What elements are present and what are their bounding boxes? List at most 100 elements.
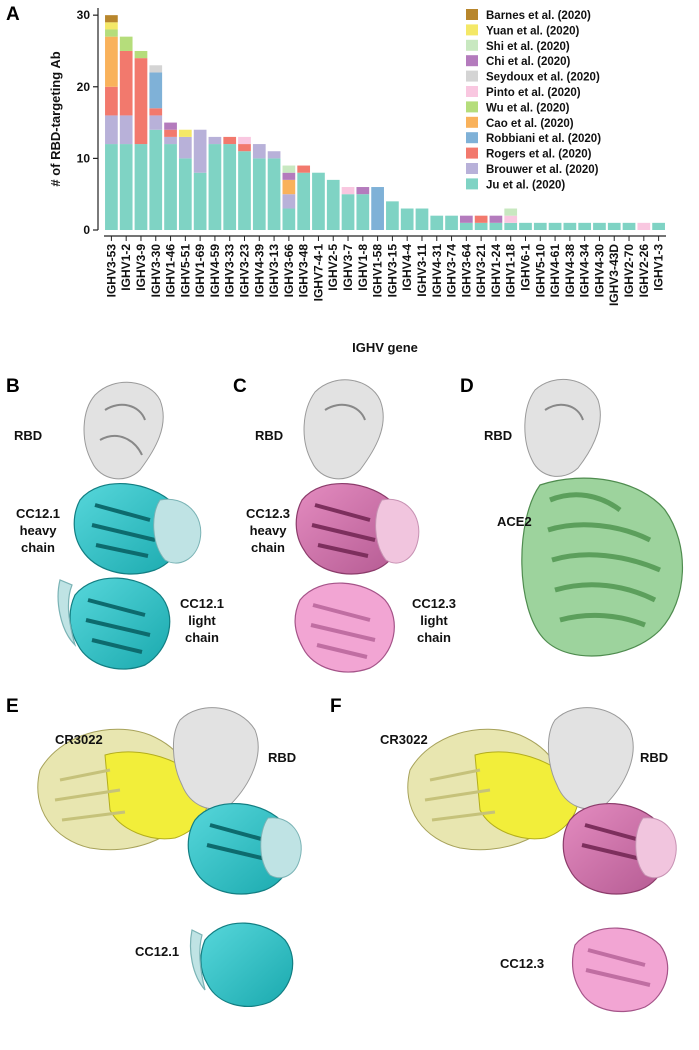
- bar-segment: [637, 222, 651, 230]
- bar-segment: [504, 215, 518, 223]
- cc121-light-chain-upper-ribbon: [260, 817, 302, 879]
- bar-segment: [134, 50, 148, 59]
- label-c-rbd: RBD: [255, 428, 283, 443]
- x-tick-label: IGHV3-53: [104, 244, 118, 298]
- bar-segment: [341, 187, 355, 195]
- label-e-cc121: CC12.1: [135, 944, 179, 959]
- label-e-cr3022: CR3022: [55, 732, 103, 747]
- bar-segment: [504, 222, 518, 230]
- bar-segment: [149, 108, 163, 116]
- bar-segment: [371, 187, 384, 230]
- legend-entry: Ju et al. (2020): [486, 179, 565, 191]
- label-b-heavy-2: heavy: [20, 523, 58, 538]
- y-tick-label: 0: [83, 223, 90, 237]
- structure-cc121-rbd: [57, 381, 202, 670]
- x-tick-label: IGHV4-4: [400, 244, 414, 291]
- legend-entry: Yuan et al. (2020): [486, 25, 579, 37]
- panel-letter-e: E: [6, 696, 19, 717]
- bar-segment: [164, 136, 177, 145]
- label-f-cr3022: CR3022: [380, 732, 428, 747]
- cc123-light-chain-upper-ribbon: [375, 498, 420, 564]
- x-tick-label: IGHV2-70: [622, 244, 636, 298]
- legend-swatch: [466, 132, 478, 144]
- x-tick-label: IGHV3-30: [149, 244, 163, 298]
- bar-segment: [193, 172, 207, 230]
- cc121-light-chain-upper-ribbon: [153, 498, 202, 564]
- bar-segment: [149, 129, 163, 230]
- x-tick-label: IGHV1-18: [504, 244, 518, 298]
- legend-entry: Seydoux et al. (2020): [486, 72, 600, 84]
- bar-segment: [105, 86, 118, 116]
- x-tick-label: IGHV4-31: [430, 244, 444, 298]
- bar-segment: [282, 165, 296, 173]
- x-tick-label: IGHV1-46: [164, 244, 178, 298]
- legend-entry: Chi et al. (2020): [486, 56, 571, 68]
- x-tick-label: IGHV2-26: [637, 244, 651, 298]
- bar-segment: [312, 172, 325, 230]
- x-tick-label: IGHV4-59: [208, 244, 222, 298]
- bar-segment: [149, 115, 163, 130]
- legend-entry: Brouwer et al. (2020): [486, 164, 599, 176]
- label-b-light-3: chain: [185, 630, 219, 645]
- label-d-rbd: RBD: [484, 428, 512, 443]
- structure-cr3022-cc121-rbd: [37, 707, 302, 1007]
- bar-segment: [489, 222, 503, 230]
- bar-segment: [356, 187, 370, 195]
- x-tick-label: IGHV2-5: [326, 244, 340, 291]
- y-axis-title: # of RBD-targeting Ab: [48, 51, 63, 186]
- x-tick-label: IGHV1-69: [193, 244, 207, 298]
- legend-swatch: [466, 116, 478, 128]
- legend-swatch: [466, 55, 478, 67]
- x-tick-label: IGHV3-13: [267, 244, 281, 298]
- bar-segment: [134, 144, 148, 230]
- cc121-constant-ribbon: [189, 922, 294, 1007]
- label-c-light-1: CC12.3: [412, 596, 456, 611]
- bar-segment: [149, 72, 163, 109]
- x-tick-label: IGHV4-30: [592, 244, 606, 298]
- bar-segment: [238, 144, 251, 152]
- x-tick-label: IGHV4-61: [548, 244, 562, 298]
- bar-segment: [489, 215, 503, 223]
- rbd-ribbon: [303, 379, 384, 480]
- panel-letter-d: D: [460, 376, 474, 397]
- bar-segment: [356, 194, 370, 230]
- x-tick-label: IGHV3-74: [445, 244, 459, 298]
- legend-entry: Shi et al. (2020): [486, 41, 570, 53]
- bar-segment: [105, 15, 118, 23]
- bar-segment: [282, 179, 296, 195]
- x-tick-label: IGHV1-24: [489, 244, 503, 298]
- bar-segment: [282, 172, 296, 180]
- bar-segment: [400, 208, 414, 230]
- cc123-constant-ribbon: [294, 582, 395, 673]
- bar-segment: [105, 36, 118, 87]
- legend-swatch: [466, 101, 478, 113]
- bar-segment: [164, 144, 177, 230]
- x-tick-label: IGHV3-11: [415, 244, 429, 297]
- bar-segment: [149, 65, 163, 73]
- label-b-heavy-3: chain: [21, 540, 55, 555]
- panel-letter-f: F: [330, 696, 342, 717]
- legend-swatch: [466, 24, 478, 36]
- rbd-ribbon: [524, 378, 601, 477]
- x-tick-label: IGHV4-38: [563, 244, 577, 298]
- x-tick-label: IGHV5-51: [178, 244, 192, 298]
- bar-segment: [341, 194, 355, 230]
- x-tick-label: IGHV3-21: [474, 244, 488, 298]
- x-tick-label: IGHV3-64: [459, 244, 473, 298]
- label-c-light-3: chain: [417, 630, 451, 645]
- cc123-light-chain-upper-ribbon: [635, 817, 677, 879]
- rbd-ribbon: [172, 707, 259, 810]
- label-e-rbd: RBD: [268, 750, 296, 765]
- y-tick-label: 30: [77, 8, 91, 22]
- rbd-ribbon: [83, 381, 164, 480]
- x-tick-label: IGHV4-39: [252, 244, 266, 298]
- cc121-constant-ribbon: [57, 577, 171, 670]
- legend-entry: Robbiani et al. (2020): [486, 133, 601, 145]
- x-tick-label: IGHV3-48: [297, 244, 311, 298]
- bar-segment: [386, 201, 399, 230]
- bar-segment: [164, 129, 177, 137]
- label-b-rbd: RBD: [14, 428, 42, 443]
- bar-segment: [607, 222, 621, 230]
- bar-segment: [459, 222, 473, 230]
- bar-segment: [164, 122, 177, 130]
